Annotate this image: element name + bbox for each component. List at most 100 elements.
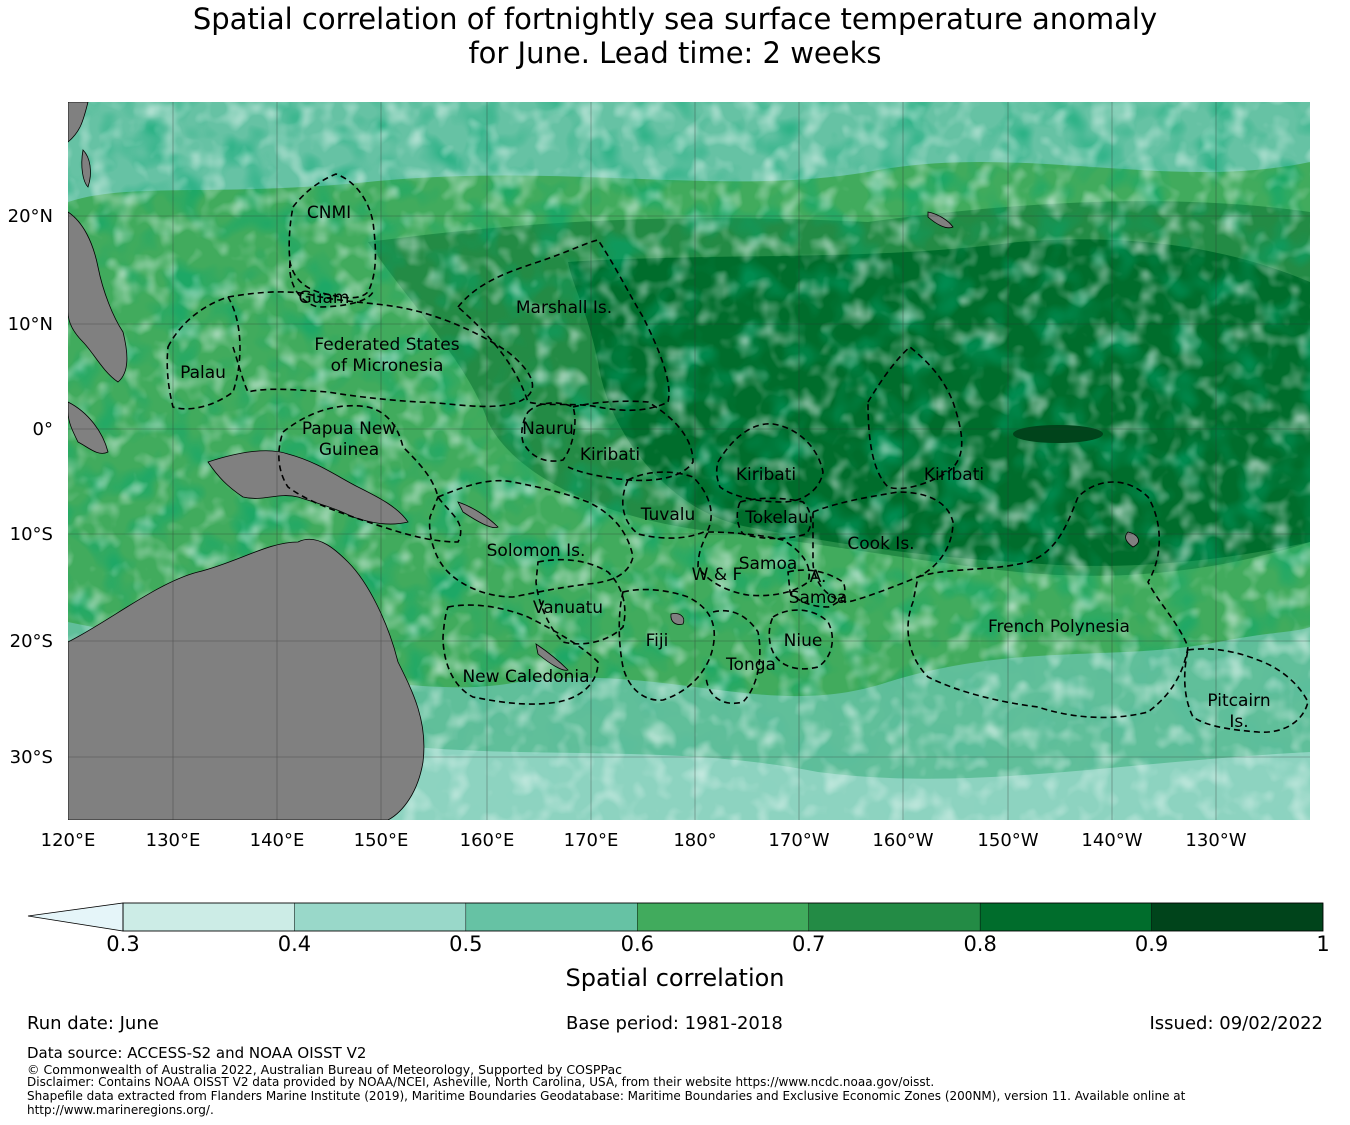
land-new-zealand bbox=[1125, 531, 1139, 548]
colorbar-bin-2 bbox=[465, 902, 638, 932]
eez-solomon bbox=[428, 479, 634, 598]
lon-tick-160e: 160°E bbox=[459, 830, 515, 851]
label-wallis-futuna: W & F bbox=[692, 565, 743, 585]
label-pitcairn-line2: Is. bbox=[1229, 712, 1248, 732]
colorbar-bin-5 bbox=[979, 902, 1152, 932]
land-fiji bbox=[670, 613, 685, 625]
eez-fsm bbox=[227, 291, 534, 408]
eez-kiribati-central bbox=[715, 423, 824, 503]
colorbar-tick-6: 0.9 bbox=[1134, 932, 1169, 956]
lon-tick-150e: 150°E bbox=[353, 830, 409, 851]
colorbar-tick-3: 0.6 bbox=[620, 932, 654, 956]
lon-tick-130w: 130°W bbox=[1185, 830, 1247, 851]
run-date: Run date: June bbox=[27, 1013, 159, 1034]
footer-shapefile-line2: http://www.marineregions.org/. bbox=[27, 1103, 214, 1117]
label-american-samoa-line2: Samoa bbox=[789, 588, 848, 608]
label-niue: Niue bbox=[784, 631, 823, 651]
lat-tick-30s: 30°S bbox=[9, 747, 53, 768]
land-solomons bbox=[457, 501, 499, 529]
ocean-peak-patch bbox=[1013, 425, 1103, 443]
eez-samoa-wf bbox=[697, 531, 810, 597]
eez-palau bbox=[166, 296, 241, 410]
label-samoa: Samoa bbox=[739, 554, 798, 574]
colorbar-tick-1: 0.4 bbox=[277, 932, 312, 956]
label-kiribati-east: Kiribati bbox=[924, 465, 984, 485]
eez-american-samoa bbox=[787, 569, 846, 608]
label-marshall: Marshall Is. bbox=[516, 298, 612, 318]
label-cook: Cook Is. bbox=[847, 534, 914, 554]
label-american-samoa-line1: A. bbox=[810, 567, 827, 587]
lon-tick-130e: 130°E bbox=[145, 830, 201, 851]
eez-pitcairn bbox=[1183, 648, 1309, 733]
eez-kiribati-east bbox=[867, 345, 963, 490]
land-new-guinea bbox=[207, 450, 409, 525]
label-fsm-line2: of Micronesia bbox=[331, 356, 444, 376]
lon-tick-120e: 120°E bbox=[40, 830, 96, 851]
lon-tick-170w: 170°W bbox=[768, 830, 830, 851]
label-tonga: Tonga bbox=[725, 655, 776, 675]
lat-tick-20s: 20°S bbox=[9, 631, 53, 652]
base-period: Base period: 1981-2018 bbox=[566, 1013, 783, 1034]
label-fsm-line1: Federated States bbox=[314, 335, 459, 355]
label-cnmi: CNMI bbox=[307, 203, 351, 223]
lon-tick-170e: 170°E bbox=[563, 830, 619, 851]
land bbox=[68, 102, 1139, 820]
lon-tick-140e: 140°E bbox=[249, 830, 305, 851]
colorbar-bin-1 bbox=[294, 902, 467, 932]
lat-tick-0: 0° bbox=[32, 419, 53, 440]
lon-tick-150w: 150°W bbox=[977, 830, 1039, 851]
map-panel[interactable]: CNMI Guam Marshall Is. Federated States … bbox=[68, 102, 1310, 820]
label-fiji: Fiji bbox=[646, 631, 669, 651]
colorbar-tick-0: 0.3 bbox=[106, 932, 140, 956]
colorbar-bin-6 bbox=[1151, 902, 1324, 932]
colorbar bbox=[27, 902, 1324, 932]
land-borneo bbox=[68, 102, 89, 143]
label-nauru: Nauru bbox=[522, 419, 574, 439]
lon-tick-160w: 160°W bbox=[872, 830, 934, 851]
eez-tokelau bbox=[736, 497, 812, 540]
eez-boundaries bbox=[166, 173, 1309, 733]
eez-png bbox=[278, 404, 462, 543]
footer-data-source: Data source: ACCESS-S2 and NOAA OISST V2 bbox=[27, 1044, 367, 1062]
label-png-line2: Guinea bbox=[319, 440, 379, 460]
label-guam: Guam bbox=[299, 288, 350, 308]
chart-title: Spatial correlation of fortnightly sea s… bbox=[0, 2, 1350, 70]
territory-labels: CNMI Guam Marshall Is. Federated States … bbox=[180, 203, 1271, 732]
graticule bbox=[68, 102, 1310, 820]
label-tuvalu: Tuvalu bbox=[640, 505, 696, 525]
eez-niue bbox=[768, 609, 834, 670]
lat-tick-10n: 10°N bbox=[7, 314, 53, 335]
colorbar-bin-0 bbox=[122, 902, 295, 932]
label-png-line1: Papua New bbox=[302, 419, 396, 439]
label-solomon: Solomon Is. bbox=[487, 541, 586, 561]
eez-nauru bbox=[521, 402, 576, 462]
issued-date: Issued: 09/02/2022 bbox=[1149, 1013, 1323, 1034]
label-french-polynesia: French Polynesia bbox=[988, 617, 1130, 637]
eez-kiribati-west bbox=[567, 400, 694, 482]
colorbar-bins bbox=[122, 902, 1324, 932]
eez-guam bbox=[289, 261, 374, 308]
colorbar-tick-5: 0.8 bbox=[963, 932, 997, 956]
eez-tuvalu bbox=[622, 471, 712, 539]
land-new-caledonia bbox=[535, 643, 569, 671]
land-sulawesi bbox=[68, 401, 109, 454]
footer-copyright: © Commonwealth of Australia 2022, Austra… bbox=[27, 1062, 622, 1077]
colorbar-tick-7: 1 bbox=[1316, 932, 1330, 956]
label-palau: Palau bbox=[180, 363, 226, 383]
label-kiribati-central: Kiribati bbox=[736, 465, 796, 485]
lat-tick-20n: 20°N bbox=[7, 206, 53, 227]
eez-french-polynesia bbox=[907, 481, 1189, 719]
land-philippines bbox=[68, 211, 128, 383]
label-vanuatu: Vanuatu bbox=[533, 598, 603, 618]
land-taiwan bbox=[81, 149, 91, 188]
eez-tonga bbox=[705, 610, 761, 704]
colorbar-tick-4: 0.7 bbox=[792, 932, 826, 956]
title-line-1: Spatial correlation of fortnightly sea s… bbox=[192, 2, 1158, 36]
colorbar-bin-4 bbox=[808, 902, 981, 932]
footer-disclaimer: Disclaimer: Contains NOAA OISST V2 data … bbox=[27, 1075, 935, 1089]
label-new-caledonia: New Caledonia bbox=[462, 667, 589, 687]
land-australia bbox=[68, 538, 425, 820]
title-line-2: for June. Lead time: 2 weeks bbox=[468, 36, 882, 70]
eez-fiji bbox=[618, 588, 715, 701]
colorbar-tick-2: 0.5 bbox=[449, 932, 483, 956]
